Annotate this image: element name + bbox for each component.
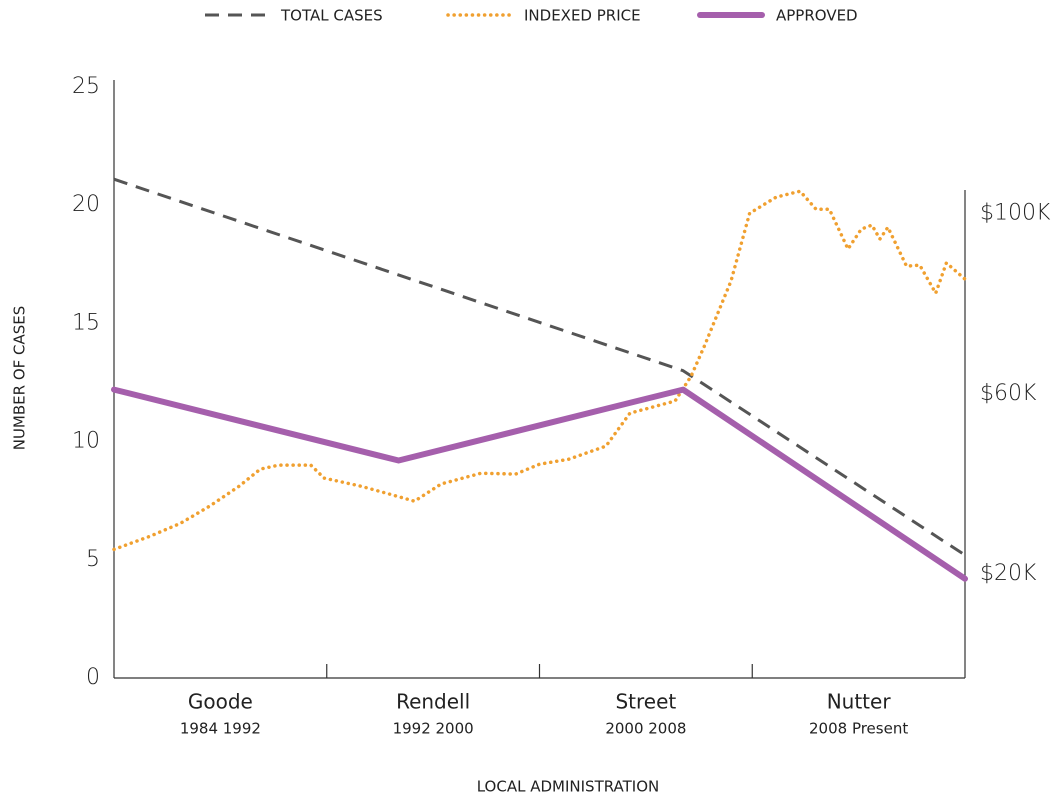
category-sublabel: 1984 1992 [180, 720, 261, 738]
series-line [111, 386, 968, 582]
series-line [113, 177, 966, 557]
category-label: Rendell [396, 690, 470, 714]
category-label: Goode [188, 690, 253, 714]
legend-label: TOTAL CASES [280, 7, 383, 25]
category-sublabel: 1992 2000 [393, 720, 474, 738]
category-label: Street [615, 690, 676, 714]
y-tick-label: 20 [72, 192, 100, 217]
category-sublabel: 2000 2008 [605, 720, 686, 738]
y-tick-label: 5 [86, 547, 100, 572]
y2-tick-label: $20K [980, 561, 1037, 586]
y-tick-label: 25 [72, 74, 100, 99]
y-tick-label: 10 [72, 429, 100, 454]
series-line [112, 189, 967, 552]
category-label: Nutter [827, 690, 892, 714]
category-sublabel: 2008 Present [809, 720, 908, 738]
y-axis-title: NUMBER OF CASES [11, 306, 29, 451]
legend-label: INDEXED PRICE [524, 7, 641, 25]
y2-tick-label: $60K [980, 381, 1037, 406]
y-tick-label: 0 [86, 665, 100, 690]
x-axis-title: LOCAL ADMINISTRATION [477, 778, 660, 796]
y-tick-label: 15 [72, 310, 100, 335]
legend-label: APPROVED [776, 7, 858, 25]
y2-tick-label: $100K [980, 200, 1051, 225]
